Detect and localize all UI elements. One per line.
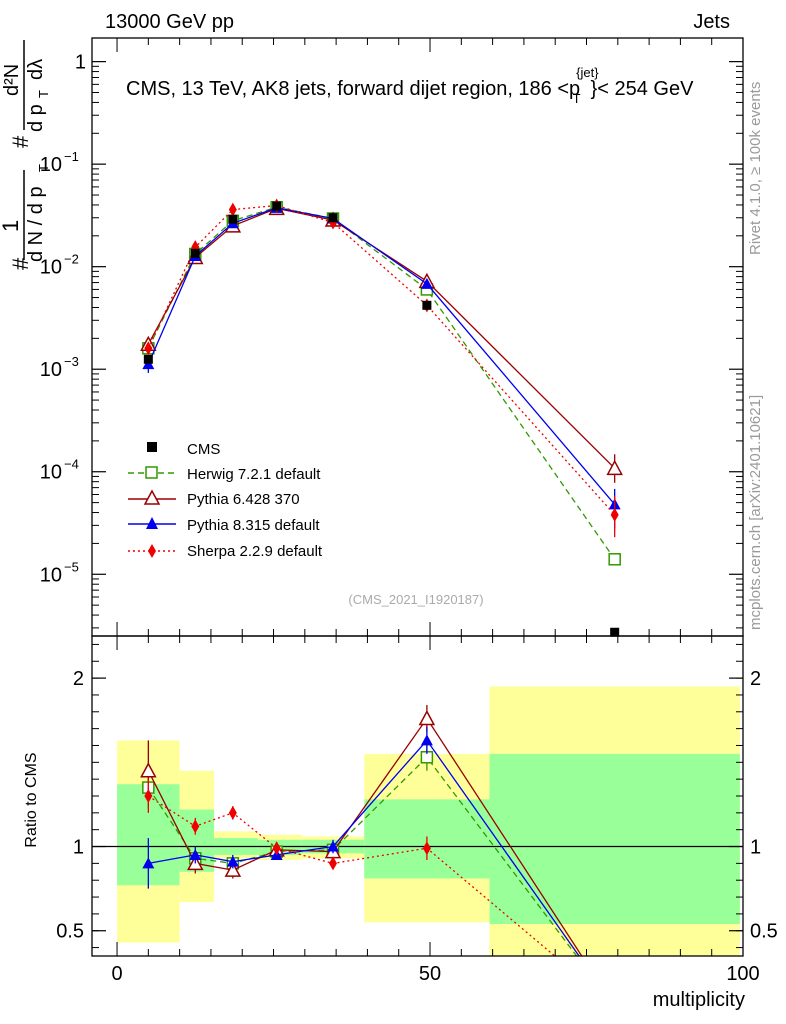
legend-label-herwig: Herwig 7.2.1 default xyxy=(187,466,321,483)
ratio-point-sherpa xyxy=(144,789,153,803)
header-jets: Jets xyxy=(693,11,730,33)
legend-label-cms: CMS xyxy=(187,441,220,458)
ratio-y-tick-label-right: 1 xyxy=(750,837,761,859)
ratio-y-tick-label: 1 xyxy=(73,837,84,859)
ratio-point-pythia8 xyxy=(189,848,202,860)
legend-marker-pythia6 xyxy=(143,489,161,505)
main-ylabel-one: 1 xyxy=(0,220,23,232)
main-panel-background xyxy=(92,38,743,636)
main-y-tick-label: 1 xyxy=(75,52,86,74)
x-tick-label: 50 xyxy=(419,963,441,985)
main-ylabel-hash: # xyxy=(8,257,33,270)
ratio-point-pythia6 xyxy=(418,709,436,726)
main-y-tick-exponent: −4 xyxy=(64,457,79,472)
main-y-axis-label: # 1 d N / d p T # d²N d p T dλ xyxy=(0,40,51,270)
main-y-tick-exponent: −2 xyxy=(64,252,79,267)
ratio-point-pythia8 xyxy=(226,855,239,867)
legend-marker-herwig xyxy=(145,466,158,479)
main-y-tick-label: 10 xyxy=(40,257,62,279)
main-ylabel-hash2: # xyxy=(8,135,33,148)
main-point-cms xyxy=(143,354,153,364)
main-y-tick-label: 10 xyxy=(40,359,62,381)
main-title-sub: T xyxy=(573,91,581,106)
main-point-cms xyxy=(228,214,238,224)
tick-base: 10 xyxy=(40,462,62,484)
main-y-tick-label: 10 xyxy=(40,564,62,586)
ratio-y-label: Ratio to CMS xyxy=(23,752,40,847)
ratio-point-pythia8 xyxy=(326,840,339,852)
main-point-sherpa xyxy=(228,202,237,217)
main-y-tick-exponent: −5 xyxy=(64,559,79,574)
main-title-sup: {jet} xyxy=(576,65,599,80)
legend-label-pythia8: Pythia 8.315 default xyxy=(187,517,320,534)
tick-base: 10 xyxy=(40,359,62,381)
main-y-tick-label: 10 xyxy=(40,154,62,176)
tick-base: 10 xyxy=(40,154,62,176)
main-y-tick-exponent: −3 xyxy=(64,354,79,369)
rivet-note: Rivet 4.1.0, ≥ 100k events xyxy=(747,82,764,255)
main-y-tick-exponent: −1 xyxy=(64,149,79,164)
main-ylabel-dlambda: dλ xyxy=(25,59,47,80)
main-point-pythia6 xyxy=(606,459,623,476)
ratio-y-tick-label-right: 0.5 xyxy=(750,921,778,943)
ratio-point-sherpa xyxy=(228,805,237,820)
legend-label-sherpa: Sherpa 2.2.9 default xyxy=(187,543,323,560)
main-ylabel-dndpt: d N / d p xyxy=(25,186,47,262)
ratio-panel-bands xyxy=(117,686,740,956)
x-axis-label: multiplicity xyxy=(653,989,745,1011)
ratio-point-pythia8 xyxy=(420,734,433,746)
tick-base: 10 xyxy=(40,564,62,586)
main-ylabel-t2: T xyxy=(36,90,51,98)
ratio-panel-frame: 0.5 0.5 1 1 2 2 0 50 100 xyxy=(56,635,778,985)
main-y-tick-label: 10 xyxy=(40,462,62,484)
main-point-cms xyxy=(190,248,200,258)
main-point-cms xyxy=(422,300,432,310)
main-point-sherpa xyxy=(144,341,153,356)
main-title-text: CMS, 13 TeV, AK8 jets, forward dijet reg… xyxy=(126,78,580,100)
main-point-sherpa xyxy=(610,507,619,522)
ratio-y-tick-label: 2 xyxy=(73,668,84,690)
main-plot-area xyxy=(92,38,743,636)
ratio-series-group xyxy=(140,705,583,956)
main-point-cms xyxy=(610,627,620,637)
ratio-point-sherpa xyxy=(272,841,281,856)
legend: CMS Herwig 7.2.1 default Pythia 6.428 37… xyxy=(128,441,323,560)
ratio-point-pythia8 xyxy=(142,857,155,869)
ratio-point-pythia6 xyxy=(140,762,157,778)
x-tick-label: 100 xyxy=(726,963,759,985)
main-ylabel-dpt: d p xyxy=(25,104,47,132)
main-ylabel-d2n: d²N xyxy=(1,64,23,96)
ratio-point-sherpa xyxy=(328,856,337,871)
ratio-point-pythia6 xyxy=(224,861,242,877)
main-title-tail: }< 254 GeV xyxy=(591,78,695,100)
main-point-pythia8 xyxy=(420,277,433,289)
mcplots-note: mcplots.cern.ch [arXiv:2401.10621] xyxy=(747,395,764,630)
ratio-point-sherpa xyxy=(191,819,200,834)
watermark: (CMS_2021_I1920187) xyxy=(348,592,483,607)
ratio-y-tick-label: 0.5 xyxy=(56,921,84,943)
ratio-band-inner xyxy=(489,753,740,924)
main-title: CMS, 13 TeV, AK8 jets, forward dijet reg… xyxy=(126,65,694,106)
legend-label-pythia6: Pythia 6.428 370 xyxy=(187,491,300,508)
ratio-point-sherpa xyxy=(422,841,431,856)
main-point-cms xyxy=(328,213,338,223)
legend-marker-sherpa xyxy=(148,544,156,558)
legend-marker-pythia8 xyxy=(146,517,158,529)
legend-marker-cms xyxy=(147,442,157,452)
main-point-herwig xyxy=(608,553,621,566)
tick-base: 10 xyxy=(40,257,62,279)
main-ylabel-t1: T xyxy=(36,164,51,172)
ratio-y-tick-label-right: 2 xyxy=(750,668,761,690)
header-energy: 13000 GeV pp xyxy=(105,11,234,33)
x-tick-label: 0 xyxy=(111,963,122,985)
main-panel-series xyxy=(140,198,623,637)
main-point-cms xyxy=(272,201,282,211)
ratio-panel-series xyxy=(92,705,743,956)
